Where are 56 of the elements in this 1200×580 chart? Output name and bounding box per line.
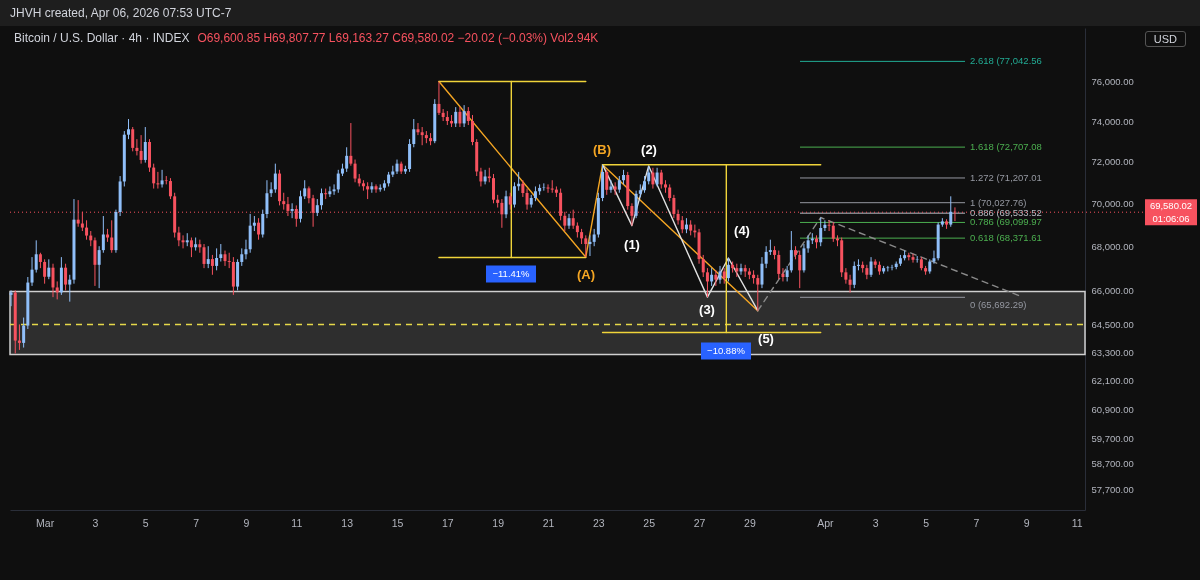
y-tick-label: 57,700.00 [1091,483,1134,495]
y-tick-label: 60,900.00 [1091,403,1134,415]
x-tick-label: 29 [744,516,756,529]
x-tick-label: 19 [492,516,505,529]
chart-subtitle: O69,600.85 H69,807.77 L69,163.27 C69,580.02 −20.02 (−0.03%) Vol2.94K [197,31,599,45]
ref-line-label: 2.618 (77,042.56 [970,55,1042,67]
x-tick-label: 11 [291,516,303,529]
text: USD [1144,31,1186,47]
x-tick-label: 13 [341,516,354,529]
x-tick-label: 3 [872,516,879,529]
annotation: (5) [758,331,774,346]
y-tick-label: 70,000.00 [1091,197,1134,209]
annotation: −11.41% [492,268,531,279]
x-tick-label: 3 [92,516,99,529]
x-tick-label: 21 [542,516,555,529]
annotation: (1) [624,237,640,252]
x-tick-label: 27 [693,516,706,529]
annotation: (4) [734,223,750,238]
y-tick-label: 63,300.00 [1091,346,1134,358]
annotation: −10.88% [707,345,746,356]
y-tick-label: 66,000.00 [1091,284,1134,296]
x-tick-label: 15 [391,516,404,529]
x-tick-label: 7 [193,516,200,529]
y-tick-label: 59,700.00 [1091,433,1134,445]
ref-line-label: 1.618 (72,707.08 [970,141,1042,153]
x-tick-label: 11 [1071,516,1083,529]
x-tick-label: Mar [36,516,55,529]
x-tick-label: Apr [817,516,835,529]
ref-line-label: 1 (70,027.76) [970,196,1027,208]
ref-line-label: 69,580.02 [1149,200,1193,212]
y-tick-label: 74,000.00 [1091,115,1134,127]
annotation: (2) [641,142,657,157]
y-tick-label: 64,500.00 [1091,318,1134,330]
x-tick-label: 7 [973,516,980,529]
x-tick-label: 5 [923,516,930,529]
y-tick-label: 76,000.00 [1091,76,1134,88]
x-tick-label: 9 [243,516,250,529]
y-tick-label: 58,700.00 [1091,458,1134,470]
annotation: (A) [576,267,596,282]
ref-line-label: 1.272 (71,207.01 [970,171,1042,183]
x-tick-label: 9 [1023,516,1030,529]
y-tick-label: 72,000.00 [1091,156,1134,168]
ref-line-label: 0.618 (68,371.61 [970,232,1042,244]
annotation: (B) [592,142,612,157]
annotation: (3) [699,302,715,317]
y-tick-label: 68,000.00 [1091,240,1134,252]
x-tick-label: 23 [593,516,605,529]
y-tick-label: 62,100.00 [1091,375,1134,387]
ref-line-label: 0.886 (69,533.52 [970,207,1042,219]
text: JHVH created, Apr 06, 2026 07:53 UTC-7 [0,0,1200,26]
text: 01:06:06 [1152,213,1190,225]
x-tick-label: 17 [442,516,454,529]
x-tick-label: 25 [643,516,656,529]
x-tick-label: 5 [142,516,149,529]
chart-title: Bitcoin / U.S. Dollar · 4h · INDEX [14,31,190,45]
ref-line-label: 0 (65,692.29) [970,299,1027,311]
